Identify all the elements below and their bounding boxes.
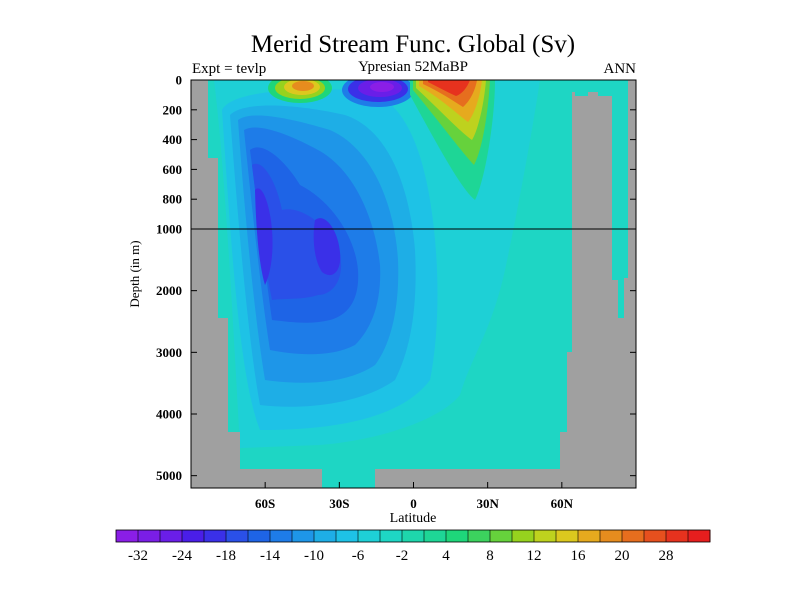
x-tick-label: 30N xyxy=(476,496,499,511)
colorbar-swatch xyxy=(270,530,293,542)
colorbar-label: -24 xyxy=(172,548,192,564)
contour-cell-surface-pos-4 xyxy=(292,81,314,91)
x-tick-label: 60N xyxy=(551,496,574,511)
colorbar-swatch xyxy=(424,530,447,542)
land-mask-north xyxy=(560,80,636,488)
contour-band-minus22 xyxy=(255,188,273,285)
experiment-label: Expt = tevlp xyxy=(192,61,266,77)
colorbar-swatch xyxy=(116,530,139,542)
colorbar-swatch xyxy=(358,530,381,542)
y-axis-label: Depth (in m) xyxy=(127,240,142,307)
colorbar-label: -18 xyxy=(216,548,236,564)
land-mask-south xyxy=(191,80,322,488)
colorbar-label: -6 xyxy=(352,548,365,564)
y-tick-label: 1000 xyxy=(156,222,182,237)
colorbar-swatch xyxy=(182,530,205,542)
season-label: ANN xyxy=(604,61,637,77)
x-tick-label: 30S xyxy=(329,496,349,511)
y-tick-label: 2000 xyxy=(156,283,182,298)
colorbar-swatch xyxy=(556,530,579,542)
colorbar-swatch xyxy=(138,530,161,542)
colorbar-label: 16 xyxy=(571,548,587,564)
contour-cell-north-pos-6 xyxy=(428,80,470,96)
colorbar-swatch xyxy=(490,530,513,542)
y-tick-label: 800 xyxy=(163,192,183,207)
colorbar-swatch xyxy=(600,530,623,542)
x-tick-label: 0 xyxy=(410,496,417,511)
y-tick-label: 400 xyxy=(163,132,183,147)
colorbar-label: 28 xyxy=(659,548,674,564)
colorbar-swatch xyxy=(204,530,227,542)
colorbar-label: -10 xyxy=(304,548,324,564)
colorbar-swatch xyxy=(622,530,645,542)
colorbar-swatch xyxy=(446,530,469,542)
colorbar: -32 -24 -18 -14 -10 -6 -2 4 8 12 16 20 28 xyxy=(115,529,711,564)
y-tick-label: 0 xyxy=(176,73,183,88)
colorbar-swatch xyxy=(292,530,315,542)
colorbar-swatch xyxy=(688,530,711,542)
colorbar-swatch xyxy=(644,530,667,542)
y-tick-label: 4000 xyxy=(156,407,182,422)
colorbar-swatch xyxy=(666,530,689,542)
colorbar-swatch xyxy=(578,530,601,542)
colorbar-label: 4 xyxy=(442,548,450,564)
y-tick-label: 200 xyxy=(163,102,183,117)
y-axis: 0 200 400 600 800 1000 2000 3000 4000 5000 xyxy=(156,73,636,483)
colorbar-swatch xyxy=(402,530,425,542)
y-tick-label: 3000 xyxy=(156,345,182,360)
colorbar-label: -14 xyxy=(260,548,280,564)
colorbar-swatch xyxy=(314,530,337,542)
colorbar-swatch xyxy=(512,530,535,542)
x-axis-label: Latitude xyxy=(390,511,437,526)
colorbar-label: 12 xyxy=(527,548,542,564)
colorbar-swatch xyxy=(534,530,557,542)
colorbar-label: -32 xyxy=(128,548,148,564)
colorbar-label: 20 xyxy=(615,548,630,564)
colorbar-frame xyxy=(115,529,711,543)
colorbar-swatch xyxy=(468,530,491,542)
plot-area xyxy=(191,80,636,488)
y-tick-label: 600 xyxy=(163,162,183,177)
contour-cell-surface-neg-4 xyxy=(370,82,394,92)
colorbar-label: 8 xyxy=(486,548,494,564)
colorbar-swatch xyxy=(380,530,403,542)
colorbar-swatch xyxy=(248,530,271,542)
x-tick-label: 60S xyxy=(255,496,275,511)
contour-band-minus20-secondary xyxy=(313,218,341,276)
colorbar-swatch xyxy=(226,530,249,542)
period-label: Ypresian 52MaBP xyxy=(358,59,468,75)
chart-title: Merid Stream Func. Global (Sv) xyxy=(251,31,575,58)
colorbar-label: -2 xyxy=(396,548,409,564)
colorbar-swatch xyxy=(160,530,183,542)
x-axis: 60S 30S 0 30N 60N xyxy=(255,482,574,511)
y-tick-label: 5000 xyxy=(156,468,182,483)
land-mask-seafloor xyxy=(375,469,560,488)
colorbar-swatch xyxy=(336,530,359,542)
